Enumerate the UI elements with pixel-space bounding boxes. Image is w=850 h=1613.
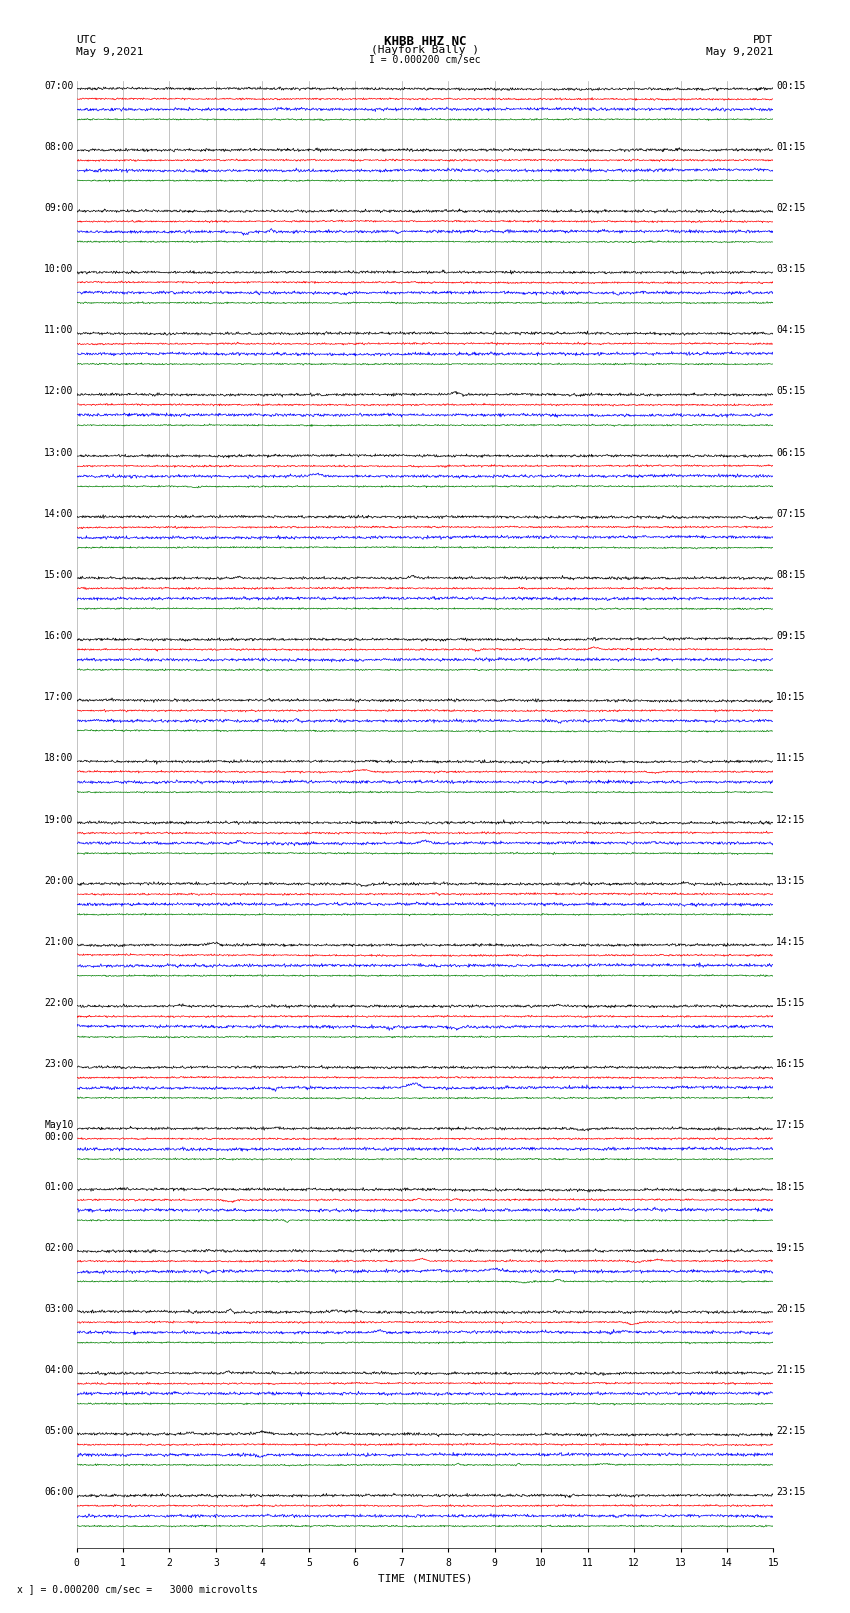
Text: (Hayfork Bally ): (Hayfork Bally ) bbox=[371, 45, 479, 55]
Text: KHBB HHZ NC: KHBB HHZ NC bbox=[383, 35, 467, 48]
Text: x ] = 0.000200 cm/sec =   3000 microvolts: x ] = 0.000200 cm/sec = 3000 microvolts bbox=[17, 1584, 258, 1594]
Text: May 9,2021: May 9,2021 bbox=[76, 47, 144, 56]
Text: May 9,2021: May 9,2021 bbox=[706, 47, 774, 56]
Text: UTC: UTC bbox=[76, 35, 97, 45]
Text: I = 0.000200 cm/sec: I = 0.000200 cm/sec bbox=[369, 55, 481, 65]
X-axis label: TIME (MINUTES): TIME (MINUTES) bbox=[377, 1573, 473, 1582]
Text: PDT: PDT bbox=[753, 35, 774, 45]
